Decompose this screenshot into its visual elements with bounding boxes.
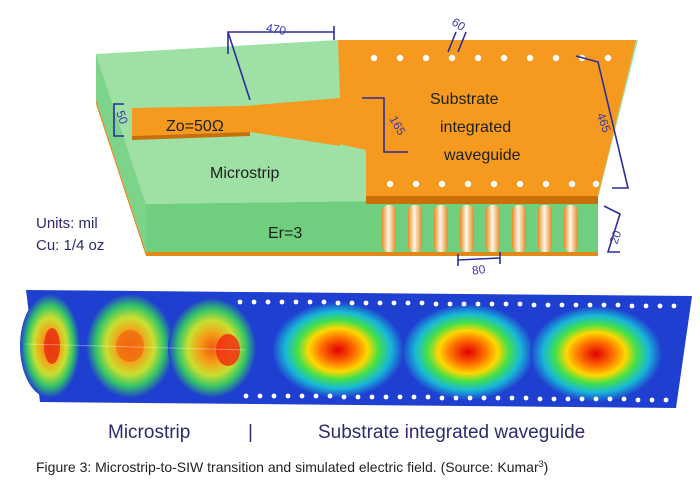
substrate-front-face: [146, 198, 598, 252]
siw-copper-edge: [366, 196, 598, 204]
dim-strip-length: 470: [265, 21, 287, 38]
field-spot-ms-hot-3: [216, 334, 240, 366]
substrate-end-face: [96, 54, 146, 252]
caption-text: Figure 3: Microstrip-to-SIW transition a…: [36, 459, 539, 475]
units-line-1: Units: mil: [36, 215, 98, 232]
siw-copper-top: [330, 40, 636, 196]
field-spot-siw-2: [402, 304, 534, 400]
via-row-top: [370, 54, 612, 62]
transition-3d-model: 470 60 50 165 465 20 80 Zo=50Ω Microstri…: [36, 15, 638, 278]
e-field-simulation: [20, 290, 692, 408]
dim-via-pitch: 60: [449, 15, 468, 34]
units-line-2: Cu: 1/4 oz: [36, 237, 104, 254]
field-spot-ms-3: [168, 298, 256, 398]
via-cylinders: [382, 205, 578, 252]
siw-label-line3: waveguide: [443, 147, 521, 164]
siw-label-line2: integrated: [440, 119, 511, 136]
caption-close: ): [544, 459, 549, 475]
field-via-row-top: [237, 299, 677, 309]
microstrip-label: Microstrip: [210, 165, 279, 182]
ground-plane-end: [96, 100, 146, 256]
dim-siw-width: 465: [594, 111, 614, 135]
caption-superscript: 3: [539, 459, 544, 469]
field-spot-ms-hot-2: [116, 330, 144, 362]
siw-label-line1: Substrate: [430, 91, 499, 108]
dim-substrate-height: 20: [607, 228, 625, 246]
field-label-divider: |: [248, 422, 253, 443]
figure-caption: Figure 3: Microstrip-to-SIW transition a…: [36, 459, 548, 475]
field-label-microstrip: Microstrip: [108, 422, 190, 443]
field-microstrip-centerline: [25, 343, 247, 351]
permittivity-label: Er=3: [268, 225, 302, 242]
dim-strip-width: 50: [113, 109, 131, 127]
field-spot-siw-3: [530, 306, 662, 402]
field-via-row-bottom: [243, 393, 669, 403]
field-label-siw: Substrate integrated waveguide: [318, 422, 585, 443]
field-spot-siw-1: [272, 302, 404, 398]
impedance-label: Zo=50Ω: [166, 118, 224, 135]
dim-via-diameter: 80: [471, 262, 486, 278]
field-spot-ms-hot-1: [44, 328, 60, 364]
microstrip-line: [132, 98, 340, 146]
microstrip-line-edge: [132, 132, 250, 140]
dimension-lines: [113, 26, 630, 266]
ground-plane-edge: [146, 252, 598, 256]
via-row-bottom: [386, 180, 600, 188]
